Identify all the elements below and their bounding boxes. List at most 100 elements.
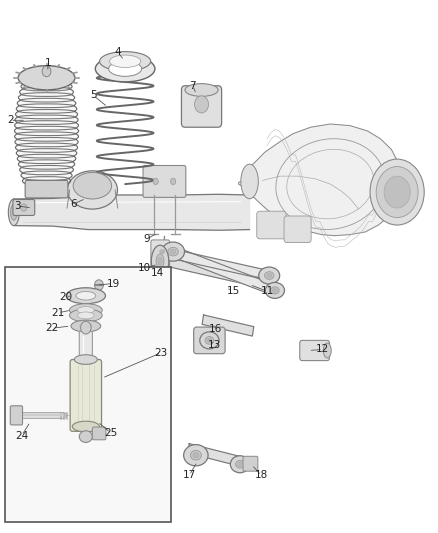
Circle shape — [95, 280, 103, 290]
FancyBboxPatch shape — [70, 360, 102, 431]
Text: 22: 22 — [46, 323, 59, 333]
Text: 21: 21 — [52, 308, 65, 318]
FancyBboxPatch shape — [243, 456, 258, 471]
Polygon shape — [14, 195, 250, 230]
Ellipse shape — [79, 431, 92, 442]
Ellipse shape — [152, 243, 173, 260]
FancyBboxPatch shape — [11, 406, 22, 425]
FancyBboxPatch shape — [143, 165, 186, 197]
Text: 14: 14 — [150, 269, 164, 278]
Polygon shape — [162, 247, 270, 280]
Text: 15: 15 — [226, 286, 240, 296]
Ellipse shape — [272, 288, 277, 293]
Text: 24: 24 — [15, 431, 28, 441]
Ellipse shape — [237, 462, 242, 466]
Text: 20: 20 — [59, 292, 72, 302]
Ellipse shape — [200, 332, 219, 349]
Text: 18: 18 — [255, 471, 268, 480]
FancyBboxPatch shape — [151, 240, 170, 270]
Ellipse shape — [66, 288, 106, 304]
Polygon shape — [165, 256, 267, 289]
Ellipse shape — [241, 164, 258, 199]
Polygon shape — [14, 78, 78, 184]
Ellipse shape — [156, 254, 164, 268]
Ellipse shape — [70, 309, 102, 322]
Circle shape — [370, 159, 424, 225]
Ellipse shape — [271, 287, 279, 294]
Bar — [5, 266, 171, 522]
Text: 13: 13 — [208, 340, 221, 350]
Polygon shape — [239, 124, 403, 236]
Ellipse shape — [323, 343, 331, 358]
Ellipse shape — [191, 450, 201, 460]
Ellipse shape — [73, 172, 112, 199]
Ellipse shape — [71, 320, 101, 332]
FancyBboxPatch shape — [257, 211, 286, 239]
Ellipse shape — [70, 304, 102, 317]
Text: 12: 12 — [316, 344, 329, 354]
Ellipse shape — [76, 292, 95, 300]
Ellipse shape — [193, 453, 199, 458]
Text: 10: 10 — [138, 263, 152, 273]
Circle shape — [170, 178, 176, 184]
Ellipse shape — [162, 242, 184, 261]
Ellipse shape — [230, 456, 250, 473]
Circle shape — [21, 204, 27, 211]
Ellipse shape — [74, 355, 97, 365]
Text: 4: 4 — [114, 47, 121, 57]
Text: 17: 17 — [183, 471, 196, 480]
Ellipse shape — [159, 249, 165, 254]
Text: 23: 23 — [155, 348, 168, 358]
Ellipse shape — [8, 199, 19, 225]
Polygon shape — [172, 247, 276, 295]
Ellipse shape — [170, 249, 176, 254]
Ellipse shape — [207, 338, 212, 343]
Ellipse shape — [265, 272, 274, 279]
FancyBboxPatch shape — [79, 332, 92, 364]
Ellipse shape — [267, 273, 272, 278]
Text: 19: 19 — [107, 279, 120, 288]
Circle shape — [376, 166, 418, 217]
Text: 16: 16 — [209, 324, 222, 334]
Circle shape — [42, 66, 51, 77]
Ellipse shape — [110, 55, 141, 68]
Text: 7: 7 — [190, 81, 196, 91]
Text: 2: 2 — [7, 115, 14, 125]
Ellipse shape — [78, 312, 94, 319]
Ellipse shape — [158, 248, 167, 255]
Circle shape — [153, 178, 158, 184]
Ellipse shape — [67, 171, 117, 209]
Ellipse shape — [78, 306, 94, 313]
FancyBboxPatch shape — [181, 86, 222, 127]
FancyBboxPatch shape — [25, 180, 68, 198]
Polygon shape — [202, 315, 254, 336]
Ellipse shape — [18, 66, 75, 90]
Ellipse shape — [236, 461, 244, 468]
Ellipse shape — [184, 445, 208, 466]
Ellipse shape — [265, 282, 285, 298]
Circle shape — [384, 176, 410, 208]
Ellipse shape — [185, 84, 218, 96]
Text: 9: 9 — [144, 234, 150, 244]
Text: 3: 3 — [14, 201, 21, 211]
FancyBboxPatch shape — [284, 216, 311, 243]
Ellipse shape — [72, 421, 99, 432]
Text: 5: 5 — [90, 90, 96, 100]
Text: 1: 1 — [45, 59, 51, 68]
Ellipse shape — [151, 245, 169, 277]
Ellipse shape — [95, 55, 155, 82]
Ellipse shape — [168, 247, 178, 256]
Ellipse shape — [11, 204, 17, 220]
Text: 11: 11 — [261, 286, 275, 296]
FancyBboxPatch shape — [13, 199, 35, 215]
Ellipse shape — [99, 52, 151, 71]
Ellipse shape — [158, 257, 162, 265]
Ellipse shape — [259, 267, 280, 284]
FancyBboxPatch shape — [92, 427, 106, 440]
Circle shape — [194, 96, 208, 113]
Text: 25: 25 — [104, 428, 117, 438]
Text: 6: 6 — [71, 199, 78, 209]
FancyBboxPatch shape — [194, 327, 225, 354]
Ellipse shape — [80, 324, 92, 329]
Circle shape — [81, 321, 91, 334]
